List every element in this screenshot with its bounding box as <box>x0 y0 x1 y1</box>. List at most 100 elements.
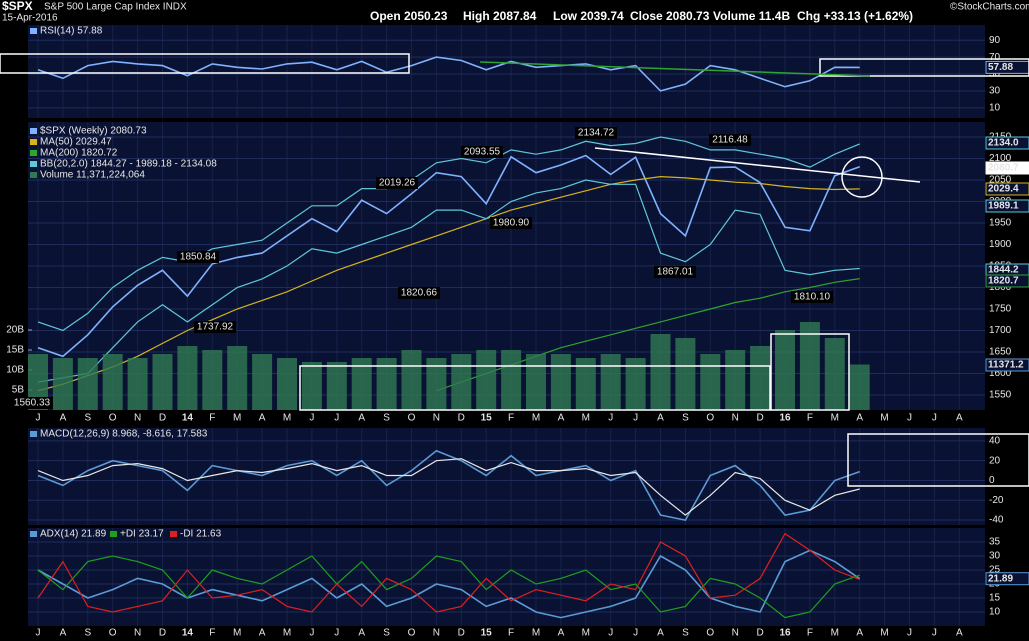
x-tick-label: O <box>408 628 416 639</box>
x-tick-label: M <box>880 628 888 639</box>
highlight-box <box>819 58 1029 77</box>
date: 15-Apr-2016 <box>2 13 58 24</box>
legend-swatch <box>30 531 37 537</box>
x-tick-label: J <box>907 413 912 424</box>
volume-bar <box>824 338 845 410</box>
legend-swatch <box>30 28 37 34</box>
volume-bar <box>675 338 696 410</box>
legend-swatch <box>30 431 37 437</box>
price-tag <box>985 60 1029 74</box>
series-line <box>37 136 860 332</box>
price-tag <box>985 161 1029 175</box>
volume-bar <box>625 358 646 410</box>
x-tick-label: F <box>807 628 813 639</box>
x-tick-label: A <box>856 628 863 639</box>
volume-bar <box>127 358 148 410</box>
legend-swatch <box>170 531 177 537</box>
price-tag-label: 2029.4 <box>988 184 1019 195</box>
x-tick-label: A <box>358 628 365 639</box>
x-tick-label: 16 <box>779 628 791 639</box>
volume-bar <box>750 346 771 410</box>
annotation: 1850.84 <box>180 252 217 263</box>
legend-label: -DI 21.63 <box>180 529 222 540</box>
x-tick-label: D <box>159 628 166 639</box>
quote-item: Close 2080.73 <box>630 9 710 23</box>
x-tick-label: M <box>283 413 291 424</box>
highlight-box <box>299 365 771 411</box>
y2-tick-label: 5B <box>12 385 25 396</box>
annotation-bg <box>398 287 440 299</box>
legend-label: RSI(14) 57.88 <box>40 26 103 37</box>
x-tick-label: J <box>36 628 41 639</box>
legend-label: ADX(14) 21.89 <box>40 529 107 540</box>
x-tick-label: J <box>309 413 314 424</box>
volume-bar <box>227 346 248 410</box>
x-tick-label: D <box>458 628 465 639</box>
x-tick-label: J <box>932 413 937 424</box>
series-line <box>37 555 860 619</box>
x-tick-label: 14 <box>182 628 194 639</box>
volume-bar <box>401 350 422 410</box>
x-tick-label: N <box>134 413 141 424</box>
x-tick-label: F <box>508 413 514 424</box>
y-tick-label: 0 <box>989 475 995 486</box>
x-tick-label: 15 <box>481 628 493 639</box>
x-tick-label: M <box>233 628 241 639</box>
volume-bar <box>152 354 173 410</box>
volume-bar <box>526 354 546 410</box>
highlight-box <box>0 53 410 74</box>
price-tag-label: 1820.7 <box>988 276 1019 287</box>
quote-item: Open 2050.23 <box>370 9 448 23</box>
annotation-shapes <box>0 53 1029 487</box>
price-tag <box>985 182 1029 196</box>
series-line <box>37 56 860 92</box>
price-tag-label: 1844.2 <box>988 265 1019 276</box>
volume-bar <box>575 358 596 410</box>
annotation: 1980.90 <box>493 218 530 229</box>
x-tick-label: A <box>856 413 863 424</box>
legend-label: $SPX (Weekly) 2080.73 <box>40 126 147 137</box>
x-tick-label: F <box>508 628 514 639</box>
series-line <box>37 549 861 619</box>
legend-label: BB(20,2.0) 1844.27 - 1989.18 - 2134.08 <box>40 159 217 170</box>
x-tick-label: A <box>558 628 565 639</box>
volume-bar <box>426 358 447 410</box>
adx-panel <box>28 528 985 626</box>
x-tick-label: J <box>633 628 638 639</box>
x-tick-label: A <box>657 628 664 639</box>
x-tick-label: N <box>732 628 739 639</box>
x-tick-label: M <box>831 628 839 639</box>
y-tick-label: 1650 <box>989 347 1012 358</box>
x-tick-label: M <box>532 413 540 424</box>
y-tick-label: 20 <box>989 455 1001 466</box>
x-tick-label: S <box>383 413 390 424</box>
y-tick-label: 10 <box>989 102 1001 113</box>
x-tick-label: J <box>334 628 339 639</box>
x-tick-label: 16 <box>779 413 791 424</box>
annotation: 2019.26 <box>379 178 416 189</box>
x-tick-label: N <box>433 628 440 639</box>
legend-swatch <box>30 150 37 156</box>
x-tick-label: A <box>657 413 664 424</box>
series-line <box>37 532 860 613</box>
volume-bar <box>849 364 870 410</box>
series-line <box>37 154 860 358</box>
plots: 1550160016501700175018001850190019502000… <box>6 25 1029 639</box>
x-tick-label: M <box>831 413 839 424</box>
volume-bar <box>326 362 347 410</box>
annotation-bg <box>575 127 617 139</box>
x-tick-label: J <box>309 628 314 639</box>
quote: Open 2050.23 High 2087.84 Low 2039.74 Close… <box>370 9 913 23</box>
legend-label: MACD(12,26,9) 8.968, -8.616, 17.583 <box>40 429 208 440</box>
x-tick-label: M <box>283 628 291 639</box>
x-tick-label: N <box>732 413 739 424</box>
x-tick-label: M <box>582 413 590 424</box>
volume-bar <box>202 350 223 410</box>
rsi-trendline <box>479 61 871 77</box>
series-line <box>37 449 860 521</box>
x-tick-label: M <box>880 413 888 424</box>
y-tick-label: 2050 <box>989 175 1012 186</box>
legend-label: Volume 11,371,224,064 <box>40 170 145 181</box>
x-tick-label: O <box>408 413 416 424</box>
legend-swatch <box>30 139 37 145</box>
